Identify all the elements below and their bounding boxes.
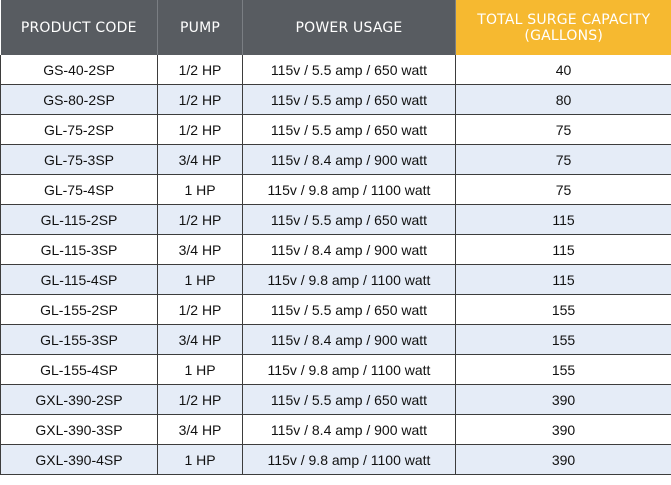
table-row: GXL-390-4SP 1 HP 115v / 9.8 amp / 1100 wat… (0, 444, 671, 475)
cell-power-usage: 115v / 5.5 amp / 650 watt (242, 84, 456, 115)
cell-power-usage: 115v / 5.5 amp / 650 watt (242, 55, 456, 85)
header-surge-line2: (GALLONS) (524, 27, 604, 44)
cell-pump: 1 HP (157, 174, 243, 205)
cell-power-usage: 115v / 8.4 amp / 900 watt (242, 324, 456, 355)
header-power-usage: POWER USAGE (242, 0, 456, 55)
cell-pump: 1 HP (157, 444, 243, 475)
cell-pump: 1/2 HP (157, 204, 243, 235)
cell-power-usage: 115v / 8.4 amp / 900 watt (242, 144, 456, 175)
table-row: GL-155-3SP 3/4 HP 115v / 8.4 amp / 900 wat… (0, 324, 671, 355)
cell-surge-capacity: 115 (455, 264, 671, 295)
cell-surge-capacity: 75 (455, 114, 671, 145)
cell-product-code: GXL-390-2SP (0, 384, 158, 415)
cell-surge-capacity: 75 (455, 144, 671, 175)
table-header: PRODUCT CODE PUMP POWER USAGE TOTAL SURG… (0, 0, 671, 55)
cell-pump: 1/2 HP (157, 294, 243, 325)
cell-surge-capacity: 390 (455, 444, 671, 475)
cell-power-usage: 115v / 5.5 amp / 650 watt (242, 204, 456, 235)
table-row: GXL-390-3SP 3/4 HP 115v / 8.4 amp / 900 wa… (0, 414, 671, 445)
table-row: GL-75-4SP 1 HP 115v / 9.8 amp / 1100 watt 7… (0, 174, 671, 205)
cell-product-code: GXL-390-4SP (0, 444, 158, 475)
cell-surge-capacity: 115 (455, 234, 671, 265)
cell-surge-capacity: 115 (455, 204, 671, 235)
cell-surge-capacity: 40 (455, 55, 671, 85)
table-row: GL-75-3SP 3/4 HP 115v / 8.4 amp / 900 watt… (0, 144, 671, 175)
cell-power-usage: 115v / 8.4 amp / 900 watt (242, 414, 456, 445)
table-row: GL-115-3SP 3/4 HP 115v / 8.4 amp / 900 wat… (0, 234, 671, 265)
cell-pump: 3/4 HP (157, 234, 243, 265)
cell-product-code: GL-115-3SP (0, 234, 158, 265)
cell-surge-capacity: 80 (455, 84, 671, 115)
product-spec-table: PRODUCT CODE PUMP POWER USAGE TOTAL SURG… (0, 0, 671, 475)
cell-product-code: GL-155-4SP (0, 354, 158, 385)
cell-product-code: GL-155-2SP (0, 294, 158, 325)
header-surge-line1: TOTAL SURGE CAPACITY (477, 11, 651, 28)
cell-surge-capacity: 155 (455, 354, 671, 385)
table-body: GS-40-2SP 1/2 HP 115v / 5.5 amp / 650 watt… (0, 55, 671, 475)
table-row: GL-115-4SP 1 HP 115v / 9.8 amp / 1100 watt… (0, 264, 671, 295)
cell-power-usage: 115v / 5.5 amp / 650 watt (242, 114, 456, 145)
table-row: GL-155-4SP 1 HP 115v / 9.8 amp / 1100 watt… (0, 354, 671, 385)
cell-surge-capacity: 75 (455, 174, 671, 205)
cell-product-code: GL-115-4SP (0, 264, 158, 295)
cell-product-code: GL-75-2SP (0, 114, 158, 145)
cell-power-usage: 115v / 5.5 amp / 650 watt (242, 294, 456, 325)
cell-product-code: GS-40-2SP (0, 55, 158, 85)
table-row: GS-40-2SP 1/2 HP 115v / 5.5 amp / 650 watt… (0, 55, 671, 85)
cell-pump: 3/4 HP (157, 144, 243, 175)
cell-pump: 3/4 HP (157, 414, 243, 445)
cell-pump: 1 HP (157, 354, 243, 385)
header-total-surge-capacity: TOTAL SURGE CAPACITY (GALLONS) (455, 0, 671, 55)
header-pump: PUMP (157, 0, 243, 55)
cell-product-code: GL-115-2SP (0, 204, 158, 235)
table-row: GS-80-2SP 1/2 HP 115v / 5.5 amp / 650 watt… (0, 84, 671, 115)
cell-surge-capacity: 155 (455, 324, 671, 355)
cell-surge-capacity: 390 (455, 384, 671, 415)
cell-product-code: GL-75-3SP (0, 144, 158, 175)
cell-pump: 1 HP (157, 264, 243, 295)
cell-pump: 1/2 HP (157, 384, 243, 415)
cell-power-usage: 115v / 5.5 amp / 650 watt (242, 384, 456, 415)
cell-power-usage: 115v / 9.8 amp / 1100 watt (242, 354, 456, 385)
cell-pump: 1/2 HP (157, 84, 243, 115)
cell-surge-capacity: 390 (455, 414, 671, 445)
cell-power-usage: 115v / 9.8 amp / 1100 watt (242, 444, 456, 475)
cell-surge-capacity: 155 (455, 294, 671, 325)
header-row: PRODUCT CODE PUMP POWER USAGE TOTAL SURG… (0, 0, 671, 55)
cell-pump: 3/4 HP (157, 324, 243, 355)
cell-power-usage: 115v / 9.8 amp / 1100 watt (242, 264, 456, 295)
table-row: GL-75-2SP 1/2 HP 115v / 5.5 amp / 650 watt… (0, 114, 671, 145)
cell-product-code: GL-155-3SP (0, 324, 158, 355)
cell-product-code: GXL-390-3SP (0, 414, 158, 445)
table-row: GL-115-2SP 1/2 HP 115v / 5.5 amp / 650 wat… (0, 204, 671, 235)
cell-product-code: GL-75-4SP (0, 174, 158, 205)
cell-power-usage: 115v / 8.4 amp / 900 watt (242, 234, 456, 265)
cell-pump: 1/2 HP (157, 114, 243, 145)
header-product-code: PRODUCT CODE (0, 0, 158, 55)
table-row: GXL-390-2SP 1/2 HP 115v / 5.5 amp / 650 wa… (0, 384, 671, 415)
cell-power-usage: 115v / 9.8 amp / 1100 watt (242, 174, 456, 205)
cell-pump: 1/2 HP (157, 55, 243, 85)
cell-product-code: GS-80-2SP (0, 84, 158, 115)
table-row: GL-155-2SP 1/2 HP 115v / 5.5 amp / 650 wat… (0, 294, 671, 325)
